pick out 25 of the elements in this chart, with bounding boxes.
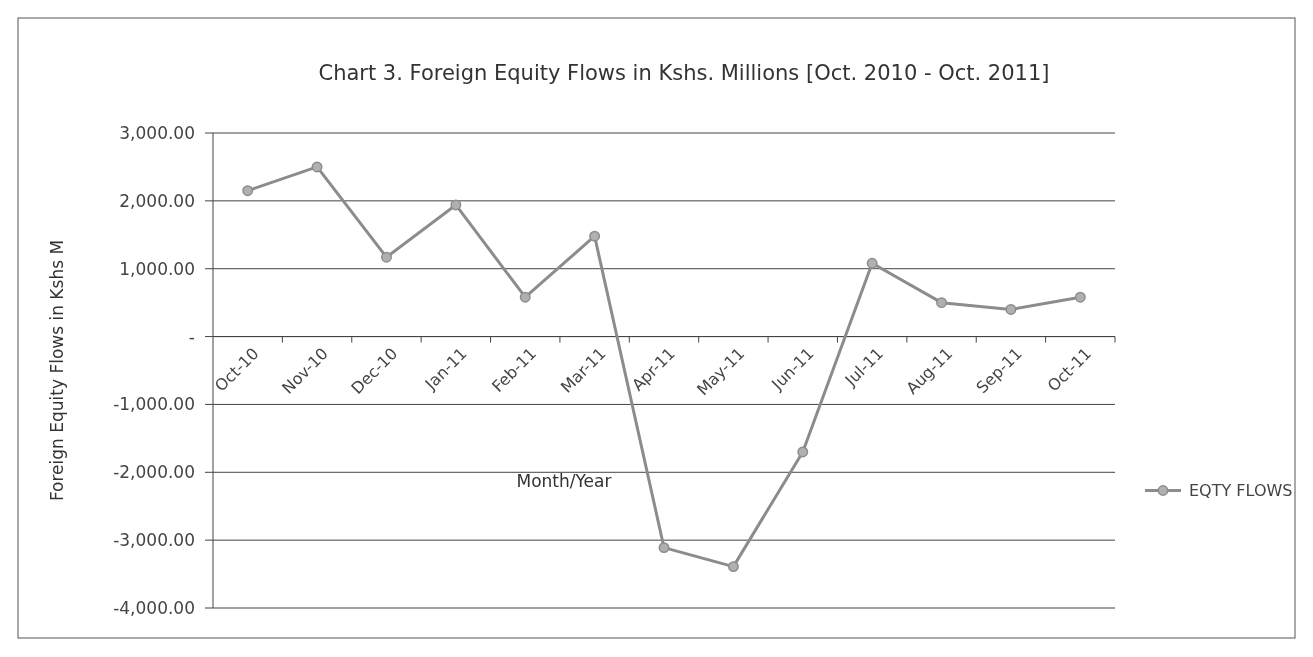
y-axis-title: Foreign Equity Flows in Kshs M <box>47 239 67 502</box>
point <box>1005 303 1017 315</box>
point <box>242 185 254 197</box>
point <box>380 251 392 263</box>
y-tick-label: -1,000.00 <box>113 394 195 415</box>
y-tick-label: 1,000.00 <box>119 258 195 279</box>
point <box>797 446 809 458</box>
y-tick-label: -3,000.00 <box>113 530 195 551</box>
point <box>311 161 323 173</box>
x-axis-title: Month/Year <box>516 470 612 491</box>
point <box>519 291 531 303</box>
y-tick-label: -4,000.00 <box>113 597 195 618</box>
chart-title: Chart 3. Foreign Equity Flows in Kshs. Millions [Oct. 2010 - Oct. 2011] <box>318 61 1050 85</box>
point <box>658 542 670 554</box>
point <box>727 561 739 573</box>
point <box>589 230 601 242</box>
y-tick-label: 2,000.00 <box>119 190 195 211</box>
point <box>450 199 462 211</box>
point <box>866 257 878 269</box>
point <box>1074 291 1086 303</box>
y-tick-label: -2,000.00 <box>113 462 195 483</box>
y-tick-label: - <box>188 326 195 347</box>
legend-label: EQTY FLOWS <box>1189 481 1293 501</box>
point <box>936 297 948 309</box>
y-tick-label: 3,000.00 <box>119 122 195 143</box>
